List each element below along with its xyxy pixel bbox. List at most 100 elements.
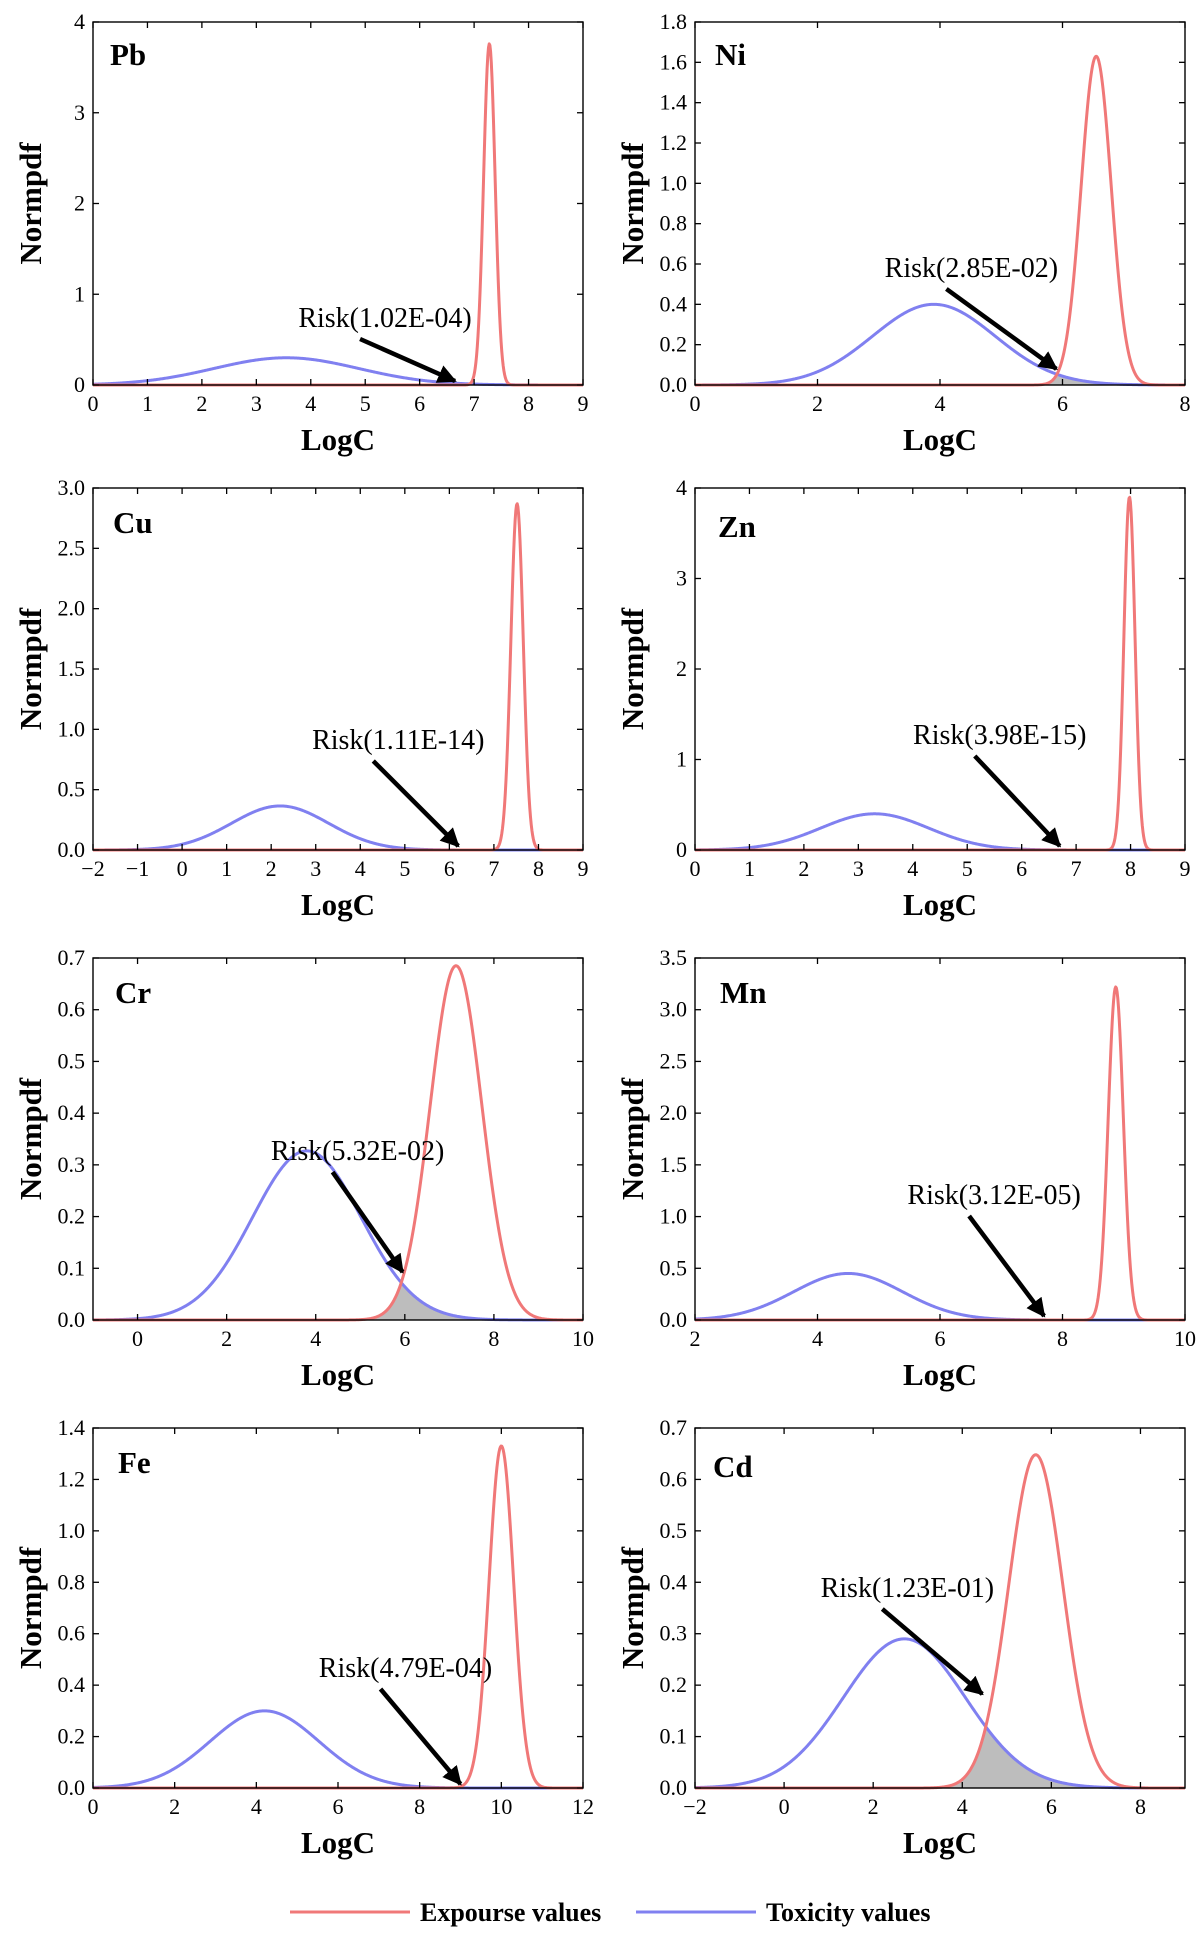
y-tick-label: 0.5: [58, 777, 86, 802]
panel-label: Ni: [715, 37, 746, 72]
x-tick-label: 5: [360, 391, 371, 416]
y-tick-label: 0.0: [660, 1775, 688, 1800]
x-tick-label: 1: [221, 856, 232, 881]
panel-ni: 0 2 4 6 8 0.0 0.2 0.4 0.6 0.8 1.0 1.2 1.4 1.6 1.8 LogC N…: [615, 9, 1191, 457]
y-tick-label: 0.6: [58, 1621, 86, 1646]
y-tick-label: 0.2: [660, 1672, 688, 1697]
y-tick-label: 0.4: [58, 1672, 86, 1697]
x-tick-label: −2: [683, 1794, 706, 1819]
exposure-curve: [694, 495, 1186, 852]
y-tick-label: 0.0: [58, 1307, 86, 1332]
x-tick-label: 9: [1180, 856, 1191, 881]
y-tick-label: 0.0: [58, 1775, 86, 1800]
risk-arrow: [378, 1687, 463, 1786]
y-tick-label: 0: [74, 372, 85, 397]
y-tick-label: 1.0: [58, 716, 86, 741]
x-tick-label: 4: [310, 1326, 321, 1351]
y-tick-label: 0.5: [660, 1255, 688, 1280]
exposure-curve: [694, 985, 1186, 1322]
y-tick-label: 0.1: [58, 1255, 86, 1280]
x-axis-title: LogC: [301, 422, 375, 457]
x-axis-title: LogC: [301, 1357, 375, 1392]
y-tick-label: 0.8: [660, 211, 688, 236]
y-tick-label: 3.0: [660, 997, 688, 1022]
x-tick-label: 5: [399, 856, 410, 881]
x-tick-label: 2: [169, 1794, 180, 1819]
y-tick-label: 4: [74, 9, 85, 34]
x-tick-label: 10: [1174, 1326, 1196, 1351]
x-tick-label: 2: [221, 1326, 232, 1351]
x-axis-title: LogC: [903, 1825, 977, 1860]
y-axis-title: Normpdf: [13, 142, 48, 265]
x-tick-label: −1: [126, 856, 149, 881]
x-tick-label: 1: [142, 391, 153, 416]
x-tick-label: 4: [355, 856, 366, 881]
x-tick-label: 0: [690, 856, 701, 881]
panel-pb: 0 1 2 3 4 5 6 7 8 9 0 1 2 3 4 LogC Normpdf Pb Risk(1.02E-0…: [13, 9, 589, 457]
overlap-area: [695, 1727, 1185, 1788]
x-tick-label: 6: [414, 391, 425, 416]
x-tick-label: 12: [572, 1794, 594, 1819]
y-tick-label: 0.6: [660, 1466, 688, 1491]
x-axis-title: LogC: [903, 1357, 977, 1392]
x-tick-label: 0: [690, 391, 701, 416]
y-tick-label: 0.2: [58, 1204, 86, 1229]
x-tick-label: 6: [1046, 1794, 1057, 1819]
x-tick-label: 6: [333, 1794, 344, 1819]
toxicity-curve: [92, 356, 584, 387]
x-tick-label: 0: [132, 1326, 143, 1351]
exposure-curve: [694, 1453, 1186, 1790]
panel-mn: 2 4 6 8 10 0.0 0.5 1.0 1.5 2.0 2.5 3.0 3.5 LogC Normpd…: [615, 945, 1196, 1392]
y-tick-label: 0.0: [660, 1307, 688, 1332]
y-axis-title: Normpdf: [615, 1546, 650, 1669]
x-tick-label: 8: [523, 391, 534, 416]
y-tick-label: 2.0: [58, 596, 86, 621]
toxicity-curve: [92, 1709, 584, 1790]
y-tick-label: 0.5: [58, 1048, 86, 1073]
y-axis-title: Normpdf: [615, 607, 650, 730]
x-tick-label: 9: [578, 856, 589, 881]
y-tick-label: 0.4: [660, 291, 688, 316]
y-tick-label: 2: [74, 191, 85, 216]
toxicity-curve: [694, 1271, 1186, 1322]
panel-label: Cd: [713, 1449, 753, 1484]
risk-arrow: [330, 1170, 405, 1274]
y-axis-title: Normpdf: [13, 1546, 48, 1669]
panel-fe: 0 2 4 6 8 10 12 0.0 0.2 0.4 0.6 0.8 1.0 1.2 1.4 LogC Nor…: [13, 1415, 594, 1860]
risk-annotation: Risk(1.02E-04): [298, 303, 471, 334]
x-tick-label: 4: [812, 1326, 823, 1351]
y-tick-label: 1.2: [660, 130, 688, 155]
y-tick-label: 1.8: [660, 9, 688, 34]
panel-label: Cr: [115, 975, 151, 1010]
y-tick-label: 0.4: [58, 1100, 86, 1125]
x-axis-title: LogC: [301, 887, 375, 922]
risk-annotation: Risk(3.12E-05): [907, 1180, 1080, 1211]
x-tick-label: 8: [1135, 1794, 1146, 1819]
x-axis-title: LogC: [301, 1825, 375, 1860]
x-tick-label: 8: [488, 1326, 499, 1351]
y-axis-title: Normpdf: [615, 142, 650, 265]
panel-cu: −2 −1 0 1 2 3 4 5 6 7 8 9 0.0 0.5 1.0 1.5 2.0 2.5 3.0 LogC N…: [13, 475, 589, 922]
y-tick-label: 2.0: [660, 1100, 688, 1125]
x-tick-label: 6: [1057, 391, 1068, 416]
y-tick-label: 1: [74, 281, 85, 306]
x-tick-label: 5: [962, 856, 973, 881]
plot-frame: [92, 1427, 584, 1789]
y-tick-label: 0.3: [660, 1621, 688, 1646]
x-tick-label: 2: [196, 391, 207, 416]
toxicity-curve: [694, 302, 1186, 387]
x-tick-label: 2: [266, 856, 277, 881]
y-tick-label: 0.0: [58, 837, 86, 862]
x-tick-label: 7: [488, 856, 499, 881]
risk-annotation: Risk(4.79E-04): [319, 1653, 492, 1684]
y-tick-label: 0.1: [660, 1724, 688, 1749]
y-axis-title: Normpdf: [615, 1077, 650, 1200]
exposure-curve: [92, 502, 584, 852]
x-tick-label: 7: [1071, 856, 1082, 881]
y-tick-label: 1.5: [660, 1152, 688, 1177]
x-tick-label: 4: [957, 1794, 968, 1819]
risk-annotation: Risk(3.98E-15): [913, 720, 1086, 751]
plot-frame: [694, 487, 1186, 851]
x-tick-label: 3: [853, 856, 864, 881]
panel-label: Fe: [118, 1445, 151, 1480]
